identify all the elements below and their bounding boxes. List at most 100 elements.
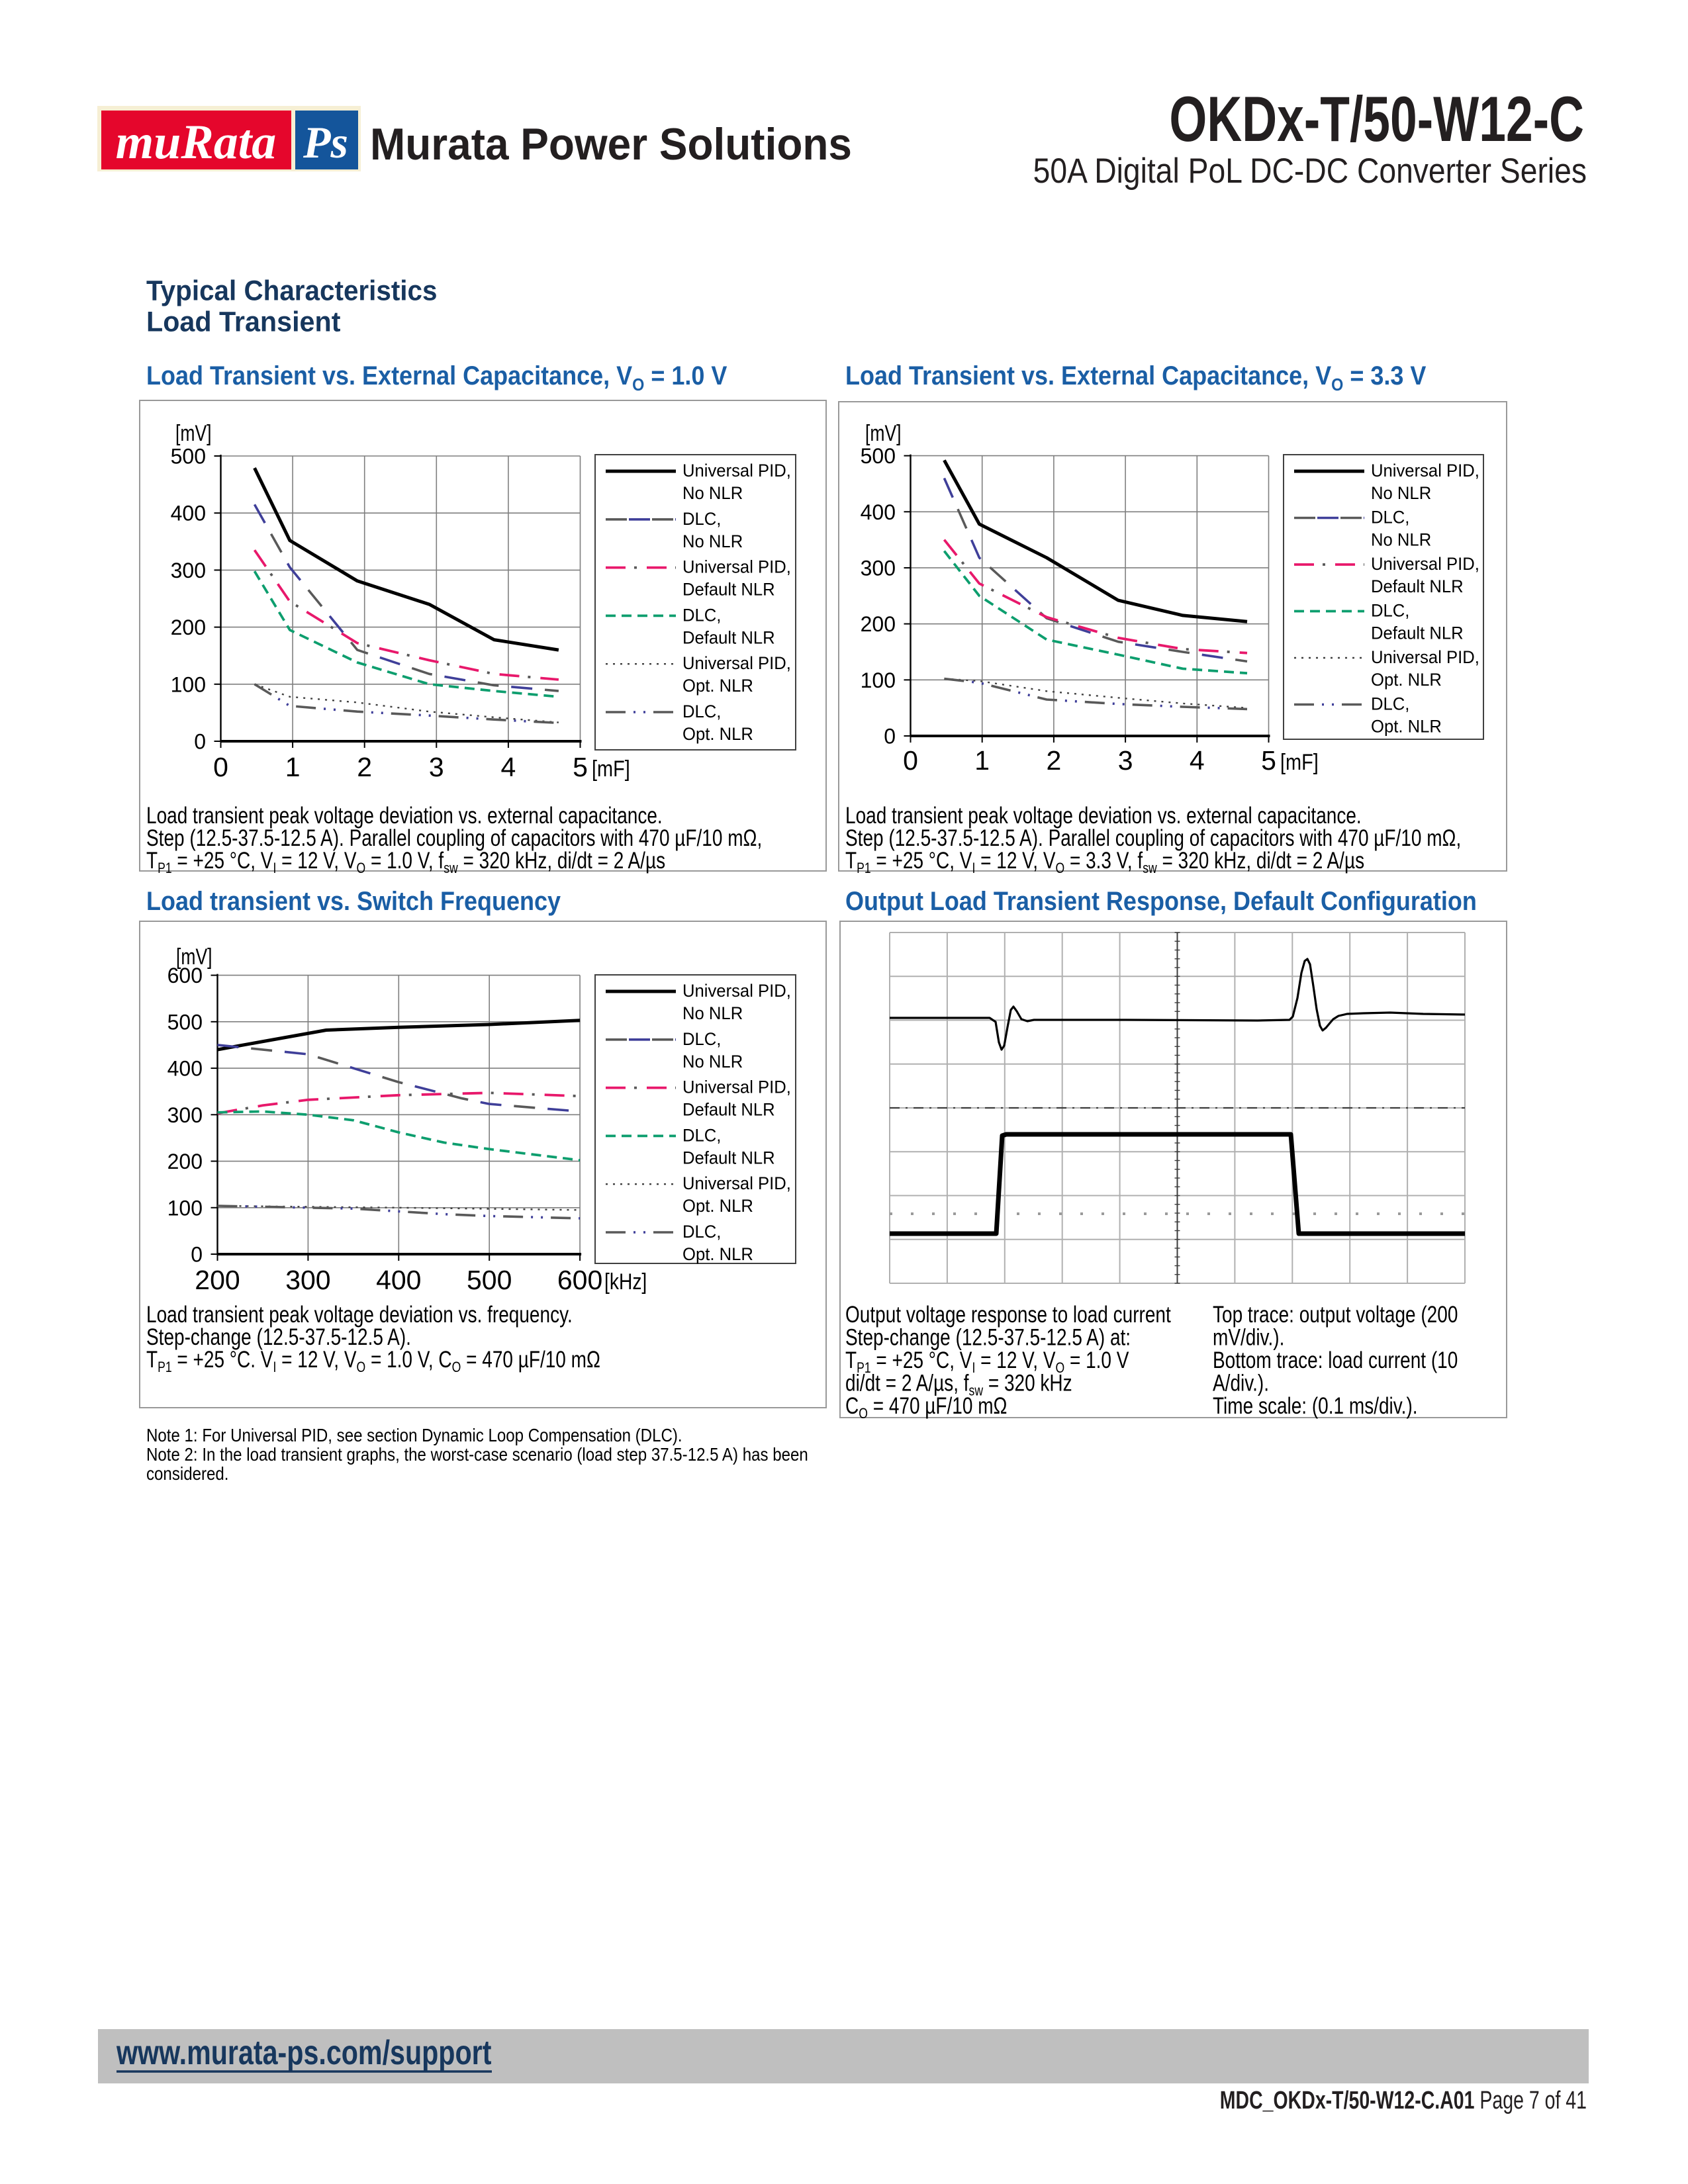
svg-text:Universal PID,: Universal PID, — [1371, 553, 1479, 574]
svg-text:DLC,: DLC, — [682, 1028, 721, 1049]
svg-text:Default NLR: Default NLR — [1371, 623, 1464, 643]
svg-text:0: 0 — [903, 745, 918, 776]
svg-text:Universal PID,: Universal PID, — [1371, 647, 1479, 667]
svg-text:500: 500 — [171, 445, 206, 469]
svg-text:DLC,: DLC, — [1371, 600, 1409, 621]
svg-text:Universal PID,: Universal PID, — [682, 1077, 791, 1097]
svg-text:Typical Characteristics: Typical Characteristics — [146, 274, 437, 306]
svg-text:DLC,: DLC, — [1371, 694, 1409, 714]
svg-text:No NLR: No NLR — [1371, 529, 1431, 550]
svg-text:No NLR: No NLR — [682, 482, 743, 503]
svg-text:1: 1 — [974, 745, 990, 776]
svg-text:Universal PID,: Universal PID, — [682, 1173, 791, 1194]
svg-text:500: 500 — [167, 1010, 203, 1034]
svg-text:0: 0 — [194, 730, 206, 754]
svg-text:Note 1: For Universal PID, see: Note 1: For Universal PID, see section D… — [146, 1424, 682, 1445]
svg-text:Default NLR: Default NLR — [682, 1148, 775, 1168]
svg-text:DLC,: DLC, — [682, 508, 721, 529]
svg-text:TP1 = +25 °C, VI = 12 V, VO =: TP1 = +25 °C, VI = 12 V, VO = 3.3 V, fsw… — [845, 847, 1364, 877]
svg-text:600: 600 — [557, 1265, 602, 1295]
svg-text:No NLR: No NLR — [682, 1003, 743, 1023]
svg-text:MDC_OKDx-T/50-W12-C.A01 Page: MDC_OKDx-T/50-W12-C.A01 Page 7 of 41 — [1220, 2087, 1587, 2115]
svg-text:Universal PID,: Universal PID, — [682, 460, 791, 480]
svg-text:200: 200 — [171, 615, 206, 639]
svg-text:Universal PID,: Universal PID, — [682, 653, 791, 674]
svg-text:Step-change (12.5-37.5-12.5 A): Step-change (12.5-37.5-12.5 A) at: — [845, 1324, 1131, 1350]
svg-text:400: 400 — [376, 1265, 421, 1295]
svg-text:Load transient peak voltage de: Load transient peak voltage deviation vs… — [146, 1301, 573, 1328]
svg-text:Top trace: output voltage (200: Top trace: output voltage (200 — [1213, 1301, 1458, 1328]
svg-text:A/div.).: A/div.). — [1213, 1369, 1269, 1396]
svg-text:Step (12.5-37.5-12.5 A). Paral: Step (12.5-37.5-12.5 A). Parallel coupli… — [845, 825, 1461, 851]
svg-text:Universal PID,: Universal PID, — [1371, 460, 1479, 480]
svg-text:Load transient peak voltage de: Load transient peak voltage deviation vs… — [146, 802, 663, 829]
svg-text:Opt. NLR: Opt. NLR — [1371, 669, 1442, 690]
svg-text:[mV]: [mV] — [865, 421, 902, 446]
svg-text:Default NLR: Default NLR — [682, 579, 775, 600]
svg-text:500: 500 — [467, 1265, 512, 1295]
svg-text:3: 3 — [1118, 745, 1133, 776]
svg-text:200: 200 — [861, 612, 896, 636]
svg-text:TP1 = +25 °C. VI = 12 V, VO =: TP1 = +25 °C. VI = 12 V, VO = 1.0 V, CO … — [146, 1346, 600, 1376]
svg-text:[kHz]: [kHz] — [604, 1269, 647, 1295]
svg-text:Default NLR: Default NLR — [682, 627, 775, 648]
svg-text:400: 400 — [861, 500, 896, 524]
svg-text:mV/div.).: mV/div.). — [1213, 1324, 1284, 1350]
svg-text:Output Load Transient Response: Output Load Transient Response, Default … — [845, 887, 1477, 916]
svg-text:Ps: Ps — [303, 117, 348, 167]
svg-text:Load Transient vs. External Ca: Load Transient vs. External Capacitance,… — [146, 361, 727, 394]
svg-text:100: 100 — [171, 672, 206, 696]
svg-text:0: 0 — [213, 752, 228, 782]
svg-text:DLC,: DLC, — [682, 605, 721, 625]
svg-text:No NLR: No NLR — [682, 1051, 743, 1071]
svg-text:5: 5 — [1261, 745, 1276, 776]
svg-text:500: 500 — [861, 444, 896, 468]
svg-text:0: 0 — [884, 725, 896, 749]
svg-text:Opt. NLR: Opt. NLR — [682, 1244, 753, 1264]
svg-text:200: 200 — [167, 1150, 203, 1173]
svg-text:4: 4 — [500, 752, 516, 782]
svg-text:OKDx-T/50-W12-C: OKDx-T/50-W12-C — [1169, 83, 1584, 155]
svg-text:2: 2 — [1046, 745, 1061, 776]
svg-text:Bottom trace: load current (10: Bottom trace: load current (10 — [1213, 1347, 1458, 1373]
svg-text:3: 3 — [429, 752, 444, 782]
svg-text:600: 600 — [167, 964, 203, 987]
svg-text:TP1 = +25 °C, VI = 12 V, VO =: TP1 = +25 °C, VI = 12 V, VO = 1.0 V, fsw… — [146, 847, 665, 877]
svg-text:www.murata-ps.com/support: www.murata-ps.com/support — [116, 2033, 492, 2071]
svg-text:Opt. NLR: Opt. NLR — [682, 1196, 753, 1216]
svg-text:Note 2: In the load transient: Note 2: In the load transient graphs, th… — [146, 1443, 808, 1465]
svg-text:Universal PID,: Universal PID, — [682, 557, 791, 577]
svg-text:Opt. NLR: Opt. NLR — [1371, 716, 1442, 737]
svg-text:Opt. NLR: Opt. NLR — [682, 676, 753, 696]
svg-text:300: 300 — [861, 556, 896, 580]
svg-text:Default NLR: Default NLR — [682, 1099, 775, 1120]
svg-text:Load Transient: Load Transient — [146, 306, 340, 338]
svg-text:300: 300 — [171, 559, 206, 582]
svg-text:Default NLR: Default NLR — [1371, 576, 1464, 596]
svg-text:Universal PID,: Universal PID, — [682, 980, 791, 1001]
svg-text:Load Transient vs. External Ca: Load Transient vs. External Capacitance,… — [845, 361, 1427, 394]
svg-text:Load transient peak voltage de: Load transient peak voltage deviation vs… — [845, 802, 1362, 829]
svg-text:CO = 470 µF/10 mΩ: CO = 470 µF/10 mΩ — [845, 1392, 1007, 1422]
svg-text:400: 400 — [171, 502, 206, 525]
svg-text:Output voltage response to loa: Output voltage response to load current — [845, 1301, 1171, 1328]
svg-text:400: 400 — [167, 1057, 203, 1081]
svg-text:DLC,: DLC, — [682, 1221, 721, 1242]
svg-text:considered.: considered. — [146, 1463, 228, 1484]
svg-text:TP1 = +25 °C, VI = 12 V, VO =: TP1 = +25 °C, VI = 12 V, VO = 1.0 V — [845, 1347, 1129, 1377]
svg-text:100: 100 — [167, 1196, 203, 1220]
svg-text:1: 1 — [285, 752, 301, 782]
svg-text:2: 2 — [357, 752, 372, 782]
svg-text:200: 200 — [195, 1265, 240, 1295]
svg-text:Load transient vs. Switch Freq: Load transient vs. Switch Frequency — [146, 887, 561, 916]
svg-text:[mF]: [mF] — [592, 756, 630, 782]
svg-text:DLC,: DLC, — [1371, 507, 1409, 527]
svg-text:No NLR: No NLR — [1371, 482, 1431, 503]
svg-text:DLC,: DLC, — [682, 701, 721, 721]
svg-text:muRata: muRata — [116, 115, 277, 169]
svg-text:Time scale: (0.1 ms/div.).: Time scale: (0.1 ms/div.). — [1213, 1392, 1418, 1419]
svg-text:4: 4 — [1190, 745, 1205, 776]
svg-text:5: 5 — [573, 752, 588, 782]
svg-text:300: 300 — [285, 1265, 330, 1295]
svg-text:0: 0 — [191, 1243, 203, 1267]
